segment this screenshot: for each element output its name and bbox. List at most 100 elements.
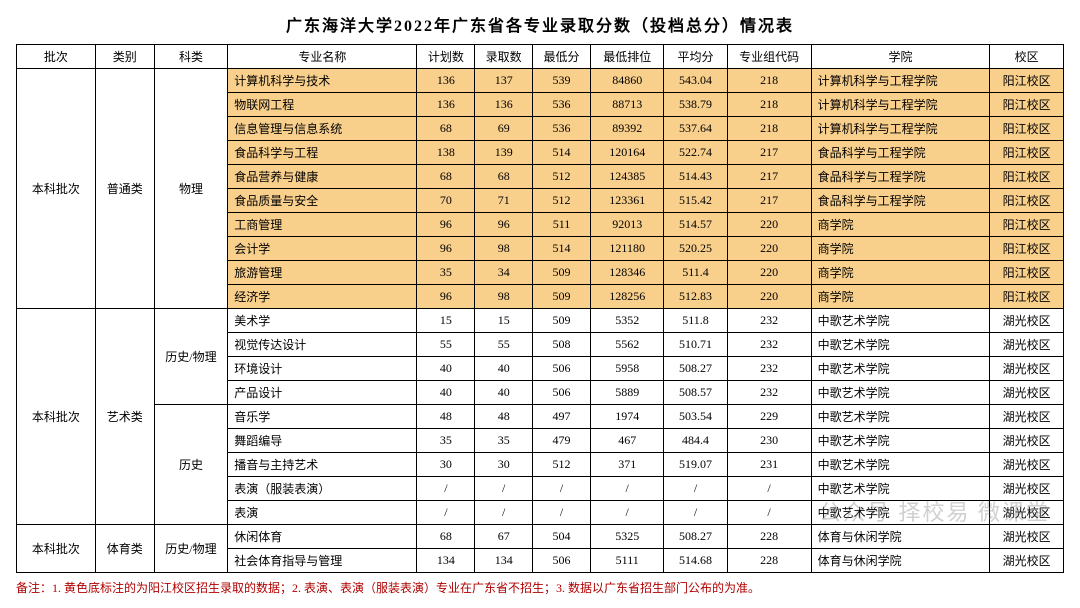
cell-college: 中歌艺术学院 xyxy=(811,357,990,381)
cell-campus: 阳江校区 xyxy=(990,261,1064,285)
cell-college: 商学院 xyxy=(811,213,990,237)
cell-avg: 537.64 xyxy=(664,117,727,141)
cell-plan: 68 xyxy=(417,165,475,189)
cell-plan: 138 xyxy=(417,141,475,165)
cell-min: 512 xyxy=(533,189,591,213)
cell-campus: 阳江校区 xyxy=(990,141,1064,165)
cell-avg: 522.74 xyxy=(664,141,727,165)
cell-code: 220 xyxy=(727,237,811,261)
cell-category: 普通类 xyxy=(95,69,154,309)
cell-major: 经济学 xyxy=(228,285,417,309)
cell-min: 509 xyxy=(533,309,591,333)
cell-college: 计算机科学与工程学院 xyxy=(811,117,990,141)
cell-enroll: 136 xyxy=(475,93,533,117)
cell-rank: / xyxy=(590,477,664,501)
cell-rank: 123361 xyxy=(590,189,664,213)
cell-enroll: 137 xyxy=(475,69,533,93)
cell-avg: / xyxy=(664,501,727,525)
cell-rank: 92013 xyxy=(590,213,664,237)
cell-major: 食品质量与安全 xyxy=(228,189,417,213)
cell-major: 产品设计 xyxy=(228,381,417,405)
cell-college: 计算机科学与工程学院 xyxy=(811,93,990,117)
cell-avg: 514.68 xyxy=(664,549,727,573)
cell-college: 中歌艺术学院 xyxy=(811,453,990,477)
cell-college: 食品科学与工程学院 xyxy=(811,141,990,165)
cell-rank: 89392 xyxy=(590,117,664,141)
cell-major: 表演（服装表演） xyxy=(228,477,417,501)
col-avg: 平均分 xyxy=(664,45,727,69)
cell-avg: 508.57 xyxy=(664,381,727,405)
cell-code: / xyxy=(727,501,811,525)
cell-code: 218 xyxy=(727,93,811,117)
cell-college: 体育与休闲学院 xyxy=(811,525,990,549)
cell-plan: / xyxy=(417,501,475,525)
cell-campus: 湖光校区 xyxy=(990,429,1064,453)
col-campus: 校区 xyxy=(990,45,1064,69)
col-major: 专业名称 xyxy=(228,45,417,69)
cell-code: 228 xyxy=(727,525,811,549)
cell-code: 228 xyxy=(727,549,811,573)
cell-campus: 阳江校区 xyxy=(990,93,1064,117)
col-code: 专业组代码 xyxy=(727,45,811,69)
cell-avg: 520.25 xyxy=(664,237,727,261)
cell-college: 中歌艺术学院 xyxy=(811,405,990,429)
cell-plan: 96 xyxy=(417,237,475,261)
cell-avg: 508.27 xyxy=(664,525,727,549)
cell-enroll: 35 xyxy=(475,429,533,453)
cell-code: 218 xyxy=(727,69,811,93)
cell-subject: 历史/物理 xyxy=(154,309,228,405)
cell-min: 506 xyxy=(533,381,591,405)
table-row: 本科批次普通类物理计算机科学与技术13613753984860543.04218… xyxy=(17,69,1064,93)
cell-plan: 70 xyxy=(417,189,475,213)
cell-code: / xyxy=(727,477,811,501)
cell-subject: 物理 xyxy=(154,69,228,309)
cell-major: 旅游管理 xyxy=(228,261,417,285)
cell-avg: 503.54 xyxy=(664,405,727,429)
cell-rank: 5889 xyxy=(590,381,664,405)
cell-enroll: 134 xyxy=(475,549,533,573)
cell-avg: 519.07 xyxy=(664,453,727,477)
cell-rank: 371 xyxy=(590,453,664,477)
cell-college: 商学院 xyxy=(811,285,990,309)
cell-code: 230 xyxy=(727,429,811,453)
cell-code: 220 xyxy=(727,285,811,309)
cell-major: 播音与主持艺术 xyxy=(228,453,417,477)
cell-batch: 本科批次 xyxy=(17,309,96,525)
cell-college: 中歌艺术学院 xyxy=(811,309,990,333)
cell-college: 中歌艺术学院 xyxy=(811,501,990,525)
table-row: 历史音乐学48484971974503.54229中歌艺术学院湖光校区 xyxy=(17,405,1064,429)
cell-rank: 121180 xyxy=(590,237,664,261)
cell-plan: 40 xyxy=(417,381,475,405)
table-row: 本科批次体育类历史/物理休闲体育68675045325508.27228体育与休… xyxy=(17,525,1064,549)
cell-avg: 511.4 xyxy=(664,261,727,285)
cell-code: 220 xyxy=(727,261,811,285)
cell-plan: 136 xyxy=(417,69,475,93)
cell-plan: 40 xyxy=(417,357,475,381)
cell-rank: 5958 xyxy=(590,357,664,381)
cell-min: 511 xyxy=(533,213,591,237)
cell-enroll: 96 xyxy=(475,213,533,237)
page-title: 广东海洋大学2022年广东省各专业录取分数（投档总分）情况表 xyxy=(16,12,1064,36)
cell-college: 体育与休闲学院 xyxy=(811,549,990,573)
cell-avg: 510.71 xyxy=(664,333,727,357)
cell-college: 商学院 xyxy=(811,261,990,285)
cell-major: 表演 xyxy=(228,501,417,525)
cell-enroll: 30 xyxy=(475,453,533,477)
cell-major: 计算机科学与技术 xyxy=(228,69,417,93)
cell-avg: 538.79 xyxy=(664,93,727,117)
table-row: 本科批次艺术类历史/物理美术学15155095352511.8232中歌艺术学院… xyxy=(17,309,1064,333)
cell-campus: 阳江校区 xyxy=(990,165,1064,189)
cell-plan: 15 xyxy=(417,309,475,333)
cell-plan: 136 xyxy=(417,93,475,117)
cell-avg: 514.57 xyxy=(664,213,727,237)
cell-min: 497 xyxy=(533,405,591,429)
cell-code: 217 xyxy=(727,141,811,165)
cell-major: 美术学 xyxy=(228,309,417,333)
cell-plan: 96 xyxy=(417,285,475,309)
cell-plan: 68 xyxy=(417,525,475,549)
cell-major: 工商管理 xyxy=(228,213,417,237)
cell-min: 479 xyxy=(533,429,591,453)
cell-college: 中歌艺术学院 xyxy=(811,429,990,453)
table-header-row: 批次 类别 科类 专业名称 计划数 录取数 最低分 最低排位 平均分 专业组代码… xyxy=(17,45,1064,69)
cell-min: 504 xyxy=(533,525,591,549)
